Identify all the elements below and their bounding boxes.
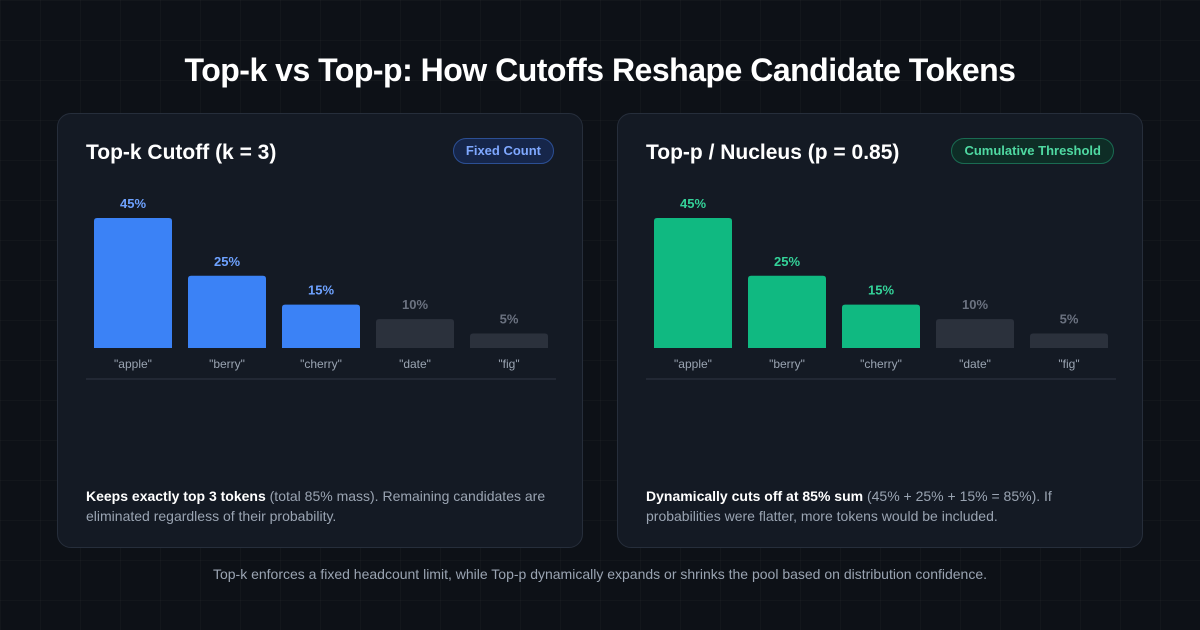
topk-card-title: Top-k Cutoff (k = 3) <box>86 141 277 164</box>
topk-value-label-0: 45% <box>120 196 146 211</box>
page-title: Top-k vs Top-p: How Cutoffs Reshape Cand… <box>184 52 1016 88</box>
topp-bar-2 <box>842 304 920 348</box>
topk-bar-3 <box>376 319 454 348</box>
topp-value-label-2: 15% <box>868 283 894 298</box>
topp-value-label-4: 5% <box>1060 312 1079 327</box>
topp-bar-1 <box>748 275 826 348</box>
topp-bar-3 <box>936 319 1014 348</box>
topp-category-label-3: "date" <box>959 357 991 371</box>
topp-value-label-0: 45% <box>680 196 706 211</box>
topk-value-label-1: 25% <box>214 254 240 269</box>
topk-description-bold: Keeps exactly top 3 tokens <box>86 488 266 504</box>
fixed-count-badge: Fixed Count <box>452 138 554 164</box>
topk-category-label-3: "date" <box>399 357 431 371</box>
topp-description-bold: Dynamically cuts off at 85% sum <box>646 488 864 504</box>
topk-bar-1 <box>188 275 266 348</box>
topk-category-label-2: "cherry" <box>300 357 342 371</box>
topp-card: Top-p / Nucleus (p = 0.85) Cumulative Th… <box>617 113 1143 548</box>
topp-card-title: Top-p / Nucleus (p = 0.85) <box>646 141 900 164</box>
topp-category-label-0: "apple" <box>674 357 712 371</box>
topk-bar-2 <box>282 304 360 348</box>
topp-bar-4 <box>1030 333 1108 348</box>
cumulative-threshold-badge: Cumulative Threshold <box>951 138 1114 164</box>
topp-category-label-2: "cherry" <box>860 357 902 371</box>
topp-value-label-3: 10% <box>962 297 988 312</box>
topk-value-label-2: 15% <box>308 283 334 298</box>
topk-description: Keeps exactly top 3 tokens (total 85% ma… <box>86 486 556 526</box>
topp-description-rest: (45% + 25% + 15% = 85%). If probabilitie… <box>646 488 1052 524</box>
topk-bar-4 <box>470 333 548 348</box>
topp-bar-0 <box>654 218 732 348</box>
topk-description-rest: (total 85% mass). Remaining candidates a… <box>86 488 546 524</box>
topk-category-label-1: "berry" <box>209 357 245 371</box>
topk-value-label-4: 5% <box>500 312 519 327</box>
topk-bar-chart: 45% "apple" 25% "berry" 15% "cherry" 10% "date"… <box>86 184 556 384</box>
topk-bar-0 <box>94 218 172 348</box>
topk-category-label-0: "apple" <box>114 357 152 371</box>
topp-category-label-1: "berry" <box>769 357 805 371</box>
footer-caption: Top-k enforces a fixed headcount limit, … <box>212 566 988 582</box>
topk-chart-svg: 45% "apple" 25% "berry" 15% "cherry" 10% "date"… <box>86 196 556 380</box>
topp-value-label-1: 25% <box>774 254 800 269</box>
topp-description: Dynamically cuts off at 85% sum (45% + 2… <box>646 486 1116 526</box>
topk-value-label-3: 10% <box>402 297 428 312</box>
topp-bar-chart: 45% "apple" 25% "berry" 15% "cherry" 10% "date"… <box>646 184 1116 384</box>
topk-card: Top-k Cutoff (k = 3) Fixed Count 45% "app… <box>57 113 583 548</box>
topp-category-label-4: "fig" <box>1058 357 1079 371</box>
topk-category-label-4: "fig" <box>498 357 519 371</box>
topp-chart-svg: 45% "apple" 25% "berry" 15% "cherry" 10% "date"… <box>646 196 1116 380</box>
